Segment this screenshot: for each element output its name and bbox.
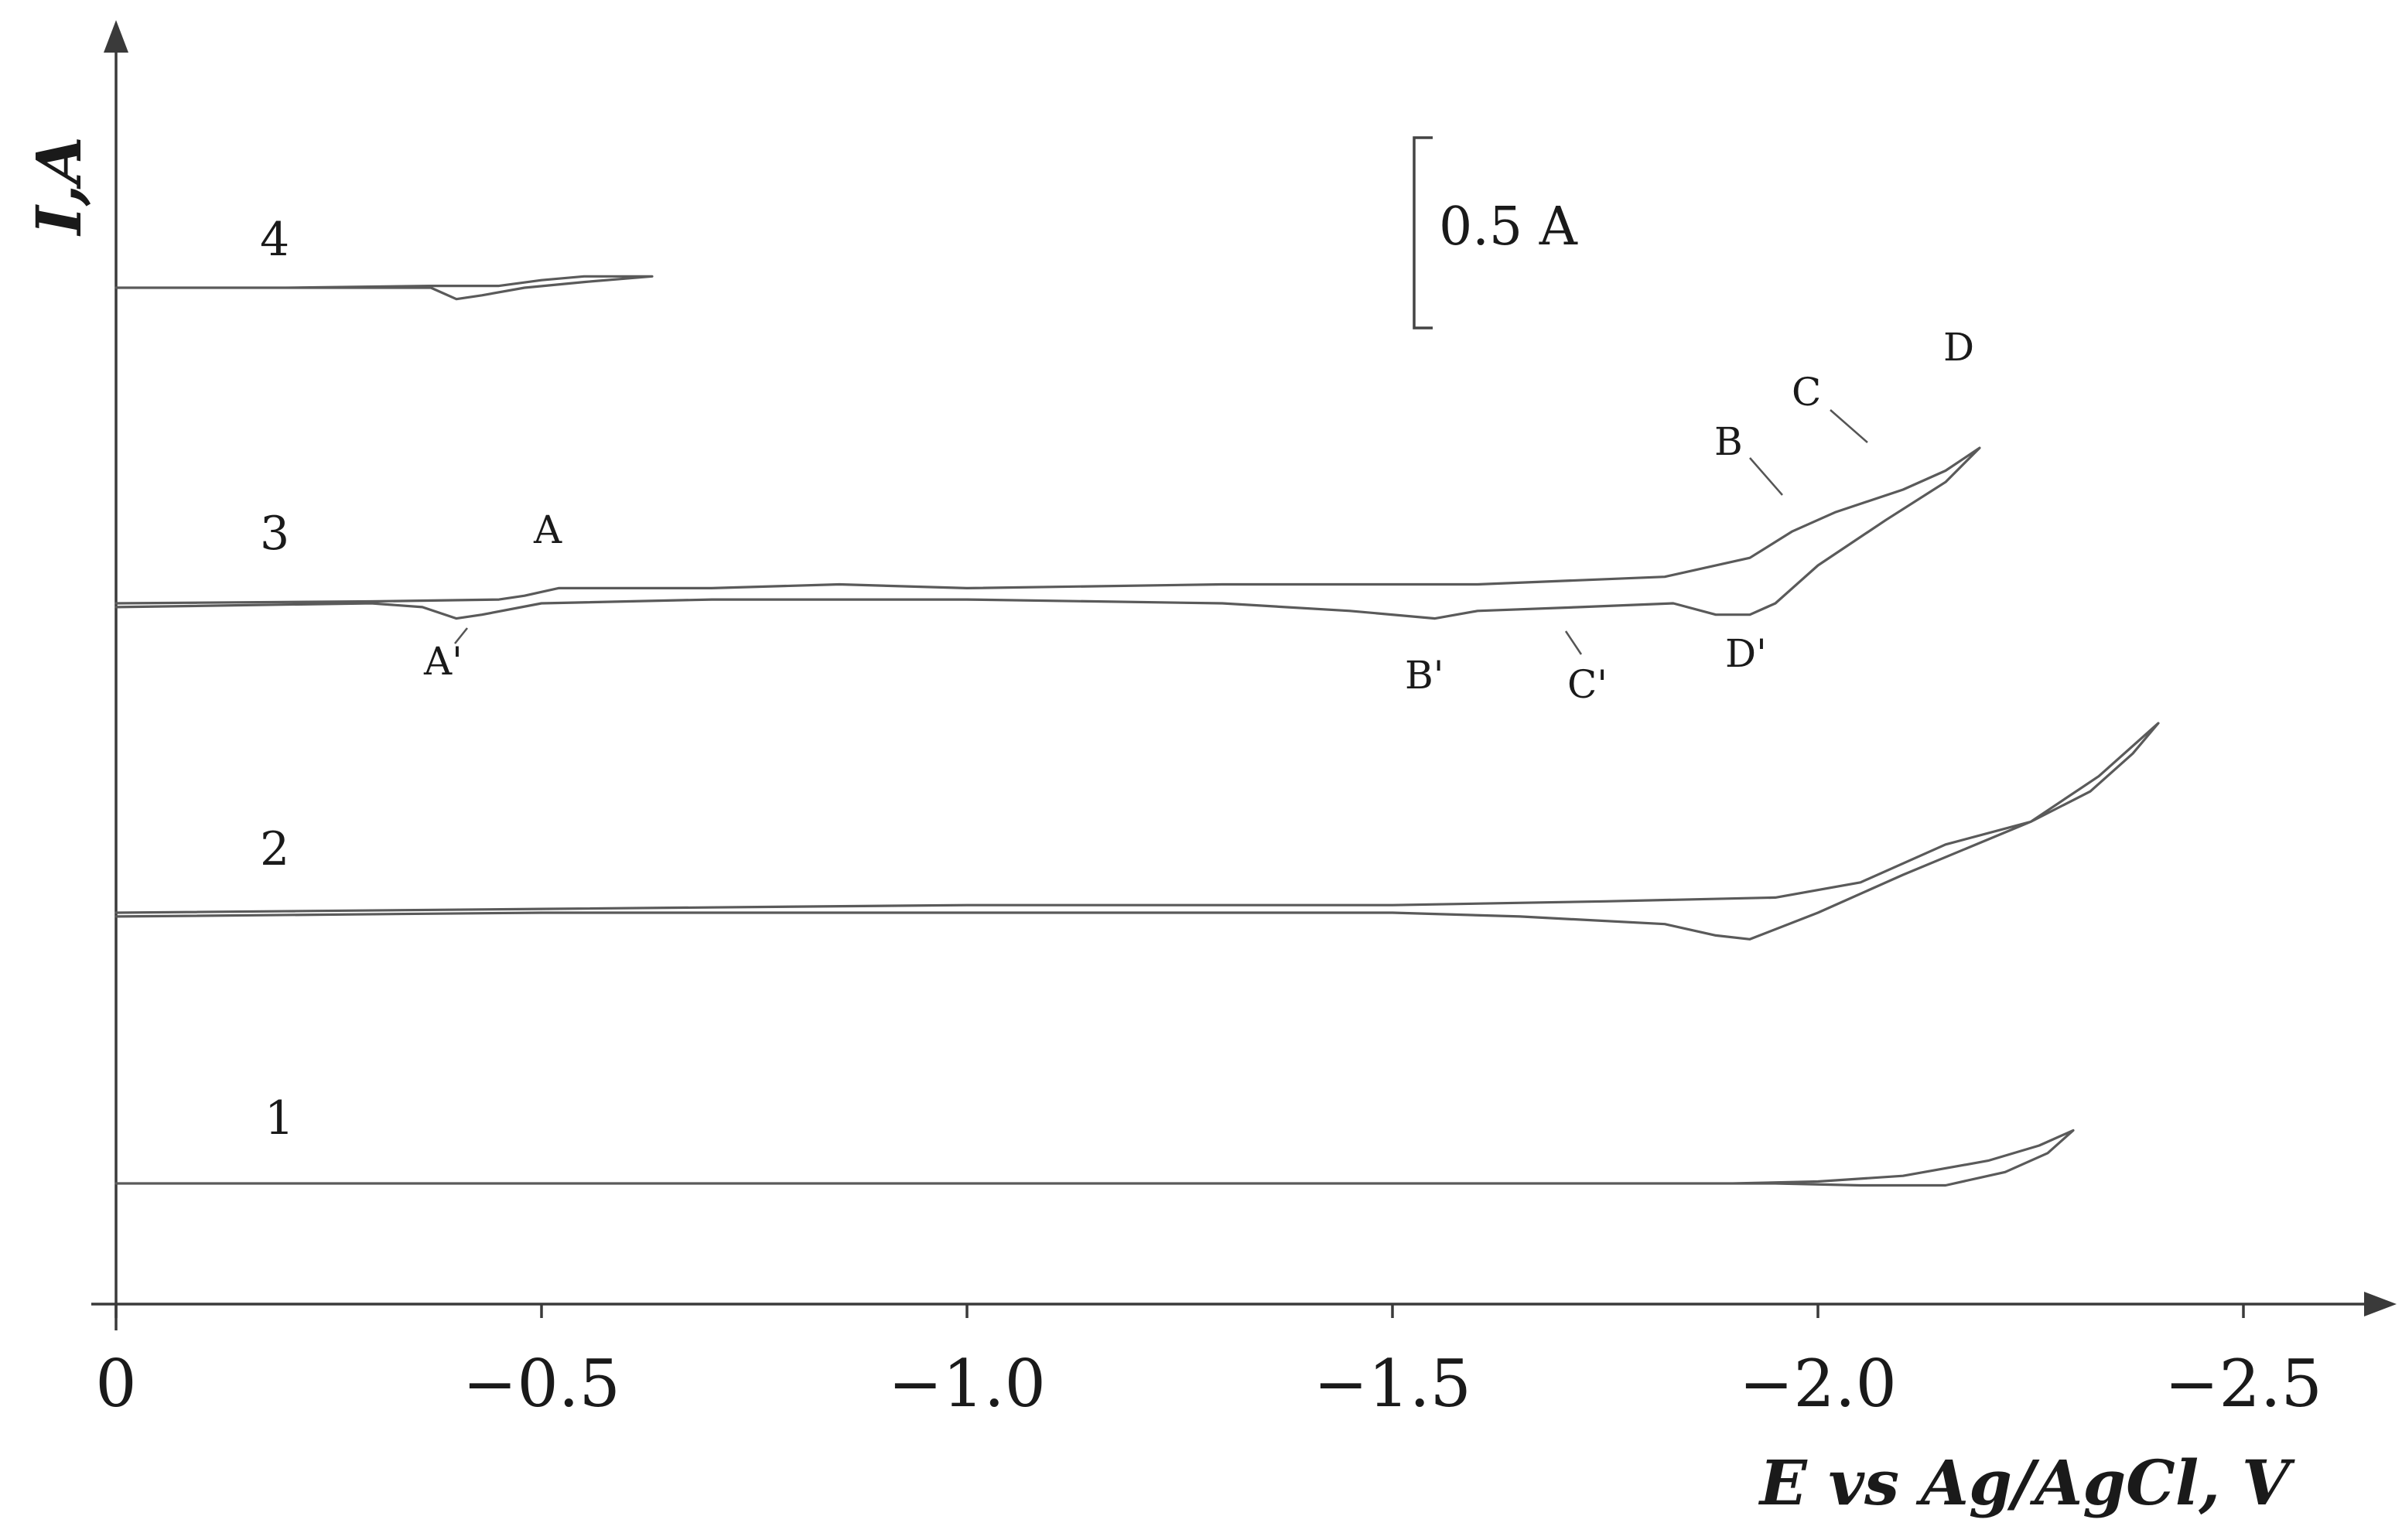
curve-number-4: 4 [260,213,289,267]
leader-b [1749,457,1783,496]
curves-group [114,275,2160,1187]
x-tick-label-3: −1.5 [1314,1346,1471,1422]
scale-bar-bracket [1413,136,1433,330]
curve-number-2: 2 [260,822,289,876]
x-tick-label-0: 0 [95,1346,136,1422]
scale-bar: 0.5 A [1413,136,1578,330]
leader-c [1830,409,1868,443]
x-tick-label-1: −0.5 [463,1346,620,1422]
curve-number-3: 3 [260,507,289,561]
y-axis-title: I,A [22,136,95,236]
x-axis-arrow-icon [2364,1292,2397,1316]
curve-4 [114,275,654,301]
peak-label-a: A [533,507,562,552]
x-tick-label-5: −2.5 [2165,1346,2322,1422]
leader-a-prime [454,627,468,644]
x-axis-title: E vs Ag/AgCl, V [1758,1446,2295,1519]
leader-c-prime [1564,630,1583,655]
peak-label-c: C [1792,370,1821,415]
peak-label-b-prime: B' [1405,653,1444,698]
x-tick-label-2: −1.0 [888,1346,1046,1422]
curve-number-1: 1 [265,1091,294,1146]
x-tick-label-4: −2.0 [1739,1346,1897,1422]
y-axis-arrow-icon [104,20,128,53]
peak-label-b: B [1714,419,1743,464]
curve-1 [114,1129,2075,1187]
peak-label-a-prime: A' [423,639,463,684]
scale-bar-label: 0.5 A [1439,196,1578,258]
peak-label-c-prime: C' [1567,662,1608,707]
peak-label-d: D [1943,325,1974,370]
curve-2 [114,722,2160,941]
curve-3 [114,446,1981,620]
peak-label-d-prime: D' [1725,631,1767,676]
x-axis-ticks: 0 −0.5 −1.0 −1.5 −2.0 −2.5 [95,1304,2322,1422]
peak-labels: A A' B B' C C' D D' [423,325,1974,707]
